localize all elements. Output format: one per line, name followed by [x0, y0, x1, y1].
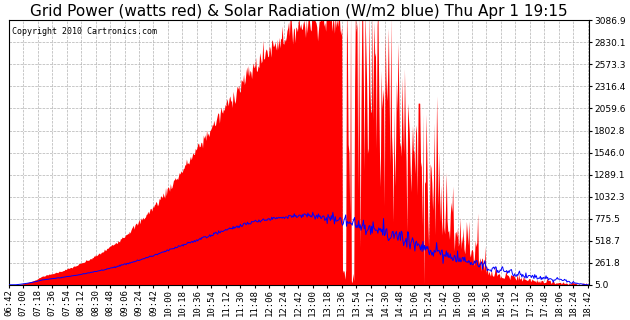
Title: Grid Power (watts red) & Solar Radiation (W/m2 blue) Thu Apr 1 19:15: Grid Power (watts red) & Solar Radiation…	[30, 4, 568, 19]
Text: Copyright 2010 Cartronics.com: Copyright 2010 Cartronics.com	[11, 27, 157, 36]
